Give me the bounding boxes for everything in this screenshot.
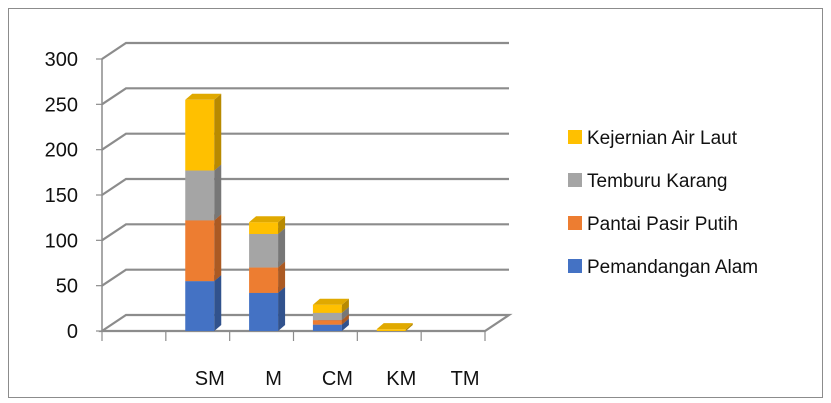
bar-side (341, 314, 349, 325)
bar-side (214, 275, 222, 331)
bar-side (405, 323, 413, 331)
bar-front (312, 324, 342, 331)
gridline (101, 268, 509, 287)
y-tick-label: 0 (67, 321, 78, 343)
bar-side (341, 306, 349, 321)
y-tick-label: 200 (45, 140, 78, 162)
bar-side (341, 318, 349, 331)
y-tick-label: 300 (45, 49, 78, 71)
legend-item: Pantai Pasir Putih (568, 214, 738, 235)
chart-floor (98, 313, 513, 333)
bar-front (185, 220, 215, 282)
bar-front (312, 320, 342, 325)
bar-front (249, 292, 279, 331)
bar-top (249, 216, 286, 223)
bar-top (376, 323, 413, 330)
x-tick-label: TM (451, 368, 480, 390)
legend-item: Pemandangan Alam (568, 257, 758, 278)
gridline (101, 41, 509, 60)
bar-front (249, 233, 279, 268)
bar-segment (185, 93, 222, 171)
legend-swatch (568, 259, 582, 273)
bar-segment (376, 323, 413, 331)
legend-label: Temburu Karang (587, 171, 727, 192)
x-tick-label: KM (386, 368, 416, 390)
legend: Kejernian Air Laut Temburu Karang Pantai P… (568, 128, 758, 278)
bar-segment (185, 275, 222, 331)
bar-front (249, 267, 279, 293)
gridline (101, 87, 509, 106)
bar-front (249, 222, 279, 234)
y-axis: 0 50 100 150 200 250 300 (45, 49, 102, 343)
gridline (101, 223, 509, 242)
legend-label: Kejernian Air Laut (587, 128, 738, 149)
bar-segment (312, 298, 349, 313)
y-tick-label: 100 (45, 230, 78, 252)
chart-frame (8, 8, 823, 398)
legend-swatch (568, 216, 582, 230)
bar-segment (185, 214, 222, 282)
y-tick-label: 250 (45, 94, 78, 116)
legend-swatch (568, 130, 582, 144)
bar-front (312, 304, 342, 313)
bar-segment (249, 286, 286, 331)
gridline (101, 132, 509, 151)
bar-side (278, 216, 286, 234)
bar-front (185, 99, 215, 171)
bar-side (214, 214, 222, 282)
bar-side (341, 298, 349, 313)
legend-item: Kejernian Air Laut (568, 128, 738, 149)
y-tick-label: 150 (45, 185, 78, 207)
bar-front (185, 281, 215, 331)
bar-series (185, 93, 413, 331)
y-tick-label: 50 (56, 276, 78, 298)
bar-segment (185, 164, 222, 221)
x-axis: SM M CM KM TM (101, 331, 486, 390)
bar-side (278, 286, 286, 331)
bar-side (278, 261, 286, 293)
legend-swatch (568, 173, 582, 187)
bar-front (376, 329, 406, 331)
bar-side (214, 164, 222, 221)
chart-walls (98, 59, 513, 333)
bar-front (185, 170, 215, 221)
bar-side (214, 93, 222, 171)
x-tick-label: M (265, 368, 282, 390)
legend-item: Temburu Karang (568, 171, 727, 192)
bar-segment (249, 216, 286, 234)
bar-front (312, 312, 342, 321)
x-tick-label: SM (195, 368, 225, 390)
legend-label: Pemandangan Alam (587, 257, 758, 278)
bar-top (185, 93, 222, 100)
gridlines (101, 41, 509, 287)
x-tick-label: CM (322, 368, 353, 390)
legend-label: Pantai Pasir Putih (587, 214, 738, 235)
gridline (101, 177, 509, 196)
bar-side (278, 227, 286, 268)
bar-top (312, 298, 349, 305)
